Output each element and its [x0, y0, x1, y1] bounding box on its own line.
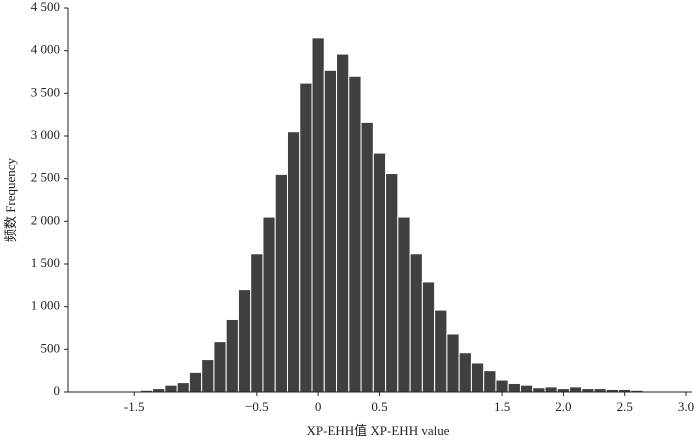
x-tick-label: −0.5: [245, 399, 269, 414]
bar: [274, 173, 288, 393]
bar: [409, 253, 423, 393]
bar: [311, 37, 325, 393]
y-tick-label: 4 500: [31, 0, 60, 14]
bar: [483, 370, 497, 393]
y-tick-label: 3 500: [31, 84, 60, 99]
bar: [262, 216, 276, 393]
y-tick-label: 1 500: [31, 255, 60, 270]
x-tick-label: 2.0: [555, 399, 571, 414]
bar: [225, 318, 239, 393]
x-tick-label: -1.5: [124, 399, 145, 414]
bar: [519, 384, 534, 393]
x-tick-label: 2.5: [617, 399, 633, 414]
x-tick-label: 0.5: [371, 399, 387, 414]
bar: [336, 53, 350, 393]
y-axis-label: 频数 Frequency: [3, 157, 18, 242]
y-tick-label: 2 500: [31, 170, 60, 185]
y-tick-label: 2 000: [31, 212, 60, 227]
bar: [299, 82, 313, 393]
y-tick-label: 0: [54, 383, 61, 398]
bar: [458, 352, 472, 393]
bar: [556, 388, 571, 393]
bar: [250, 253, 264, 393]
bar: [593, 388, 607, 393]
y-tick-label: 1 000: [31, 298, 60, 313]
bar: [176, 382, 190, 393]
bar: [544, 386, 558, 393]
x-tick-label: 0: [315, 399, 322, 414]
bar: [385, 173, 399, 393]
x-tick-label: 1.5: [494, 399, 510, 414]
y-tick-label: 3 000: [31, 127, 60, 142]
y-tick-label: 500: [41, 340, 61, 355]
bar: [421, 281, 436, 393]
bar: [569, 386, 583, 393]
bar: [372, 152, 387, 393]
bar: [286, 131, 301, 393]
bar: [188, 371, 203, 393]
y-tick-label: 4 000: [31, 42, 60, 57]
bar: [434, 309, 448, 393]
bar: [348, 75, 362, 393]
x-axis-label: XP-EHH值 XP-EHH value: [307, 423, 450, 438]
bar: [495, 379, 509, 393]
bar: [397, 216, 411, 393]
bar: [213, 341, 227, 393]
bar: [532, 387, 546, 393]
bar: [507, 382, 521, 393]
bar: [164, 384, 178, 393]
bar: [201, 359, 215, 393]
bar: [323, 69, 338, 393]
x-tick-label: 3.0: [678, 399, 694, 414]
bar: [237, 289, 252, 393]
bar: [470, 362, 485, 393]
bar: [360, 121, 374, 393]
bar: [152, 388, 166, 393]
bar: [581, 388, 595, 393]
bar: [446, 333, 460, 393]
